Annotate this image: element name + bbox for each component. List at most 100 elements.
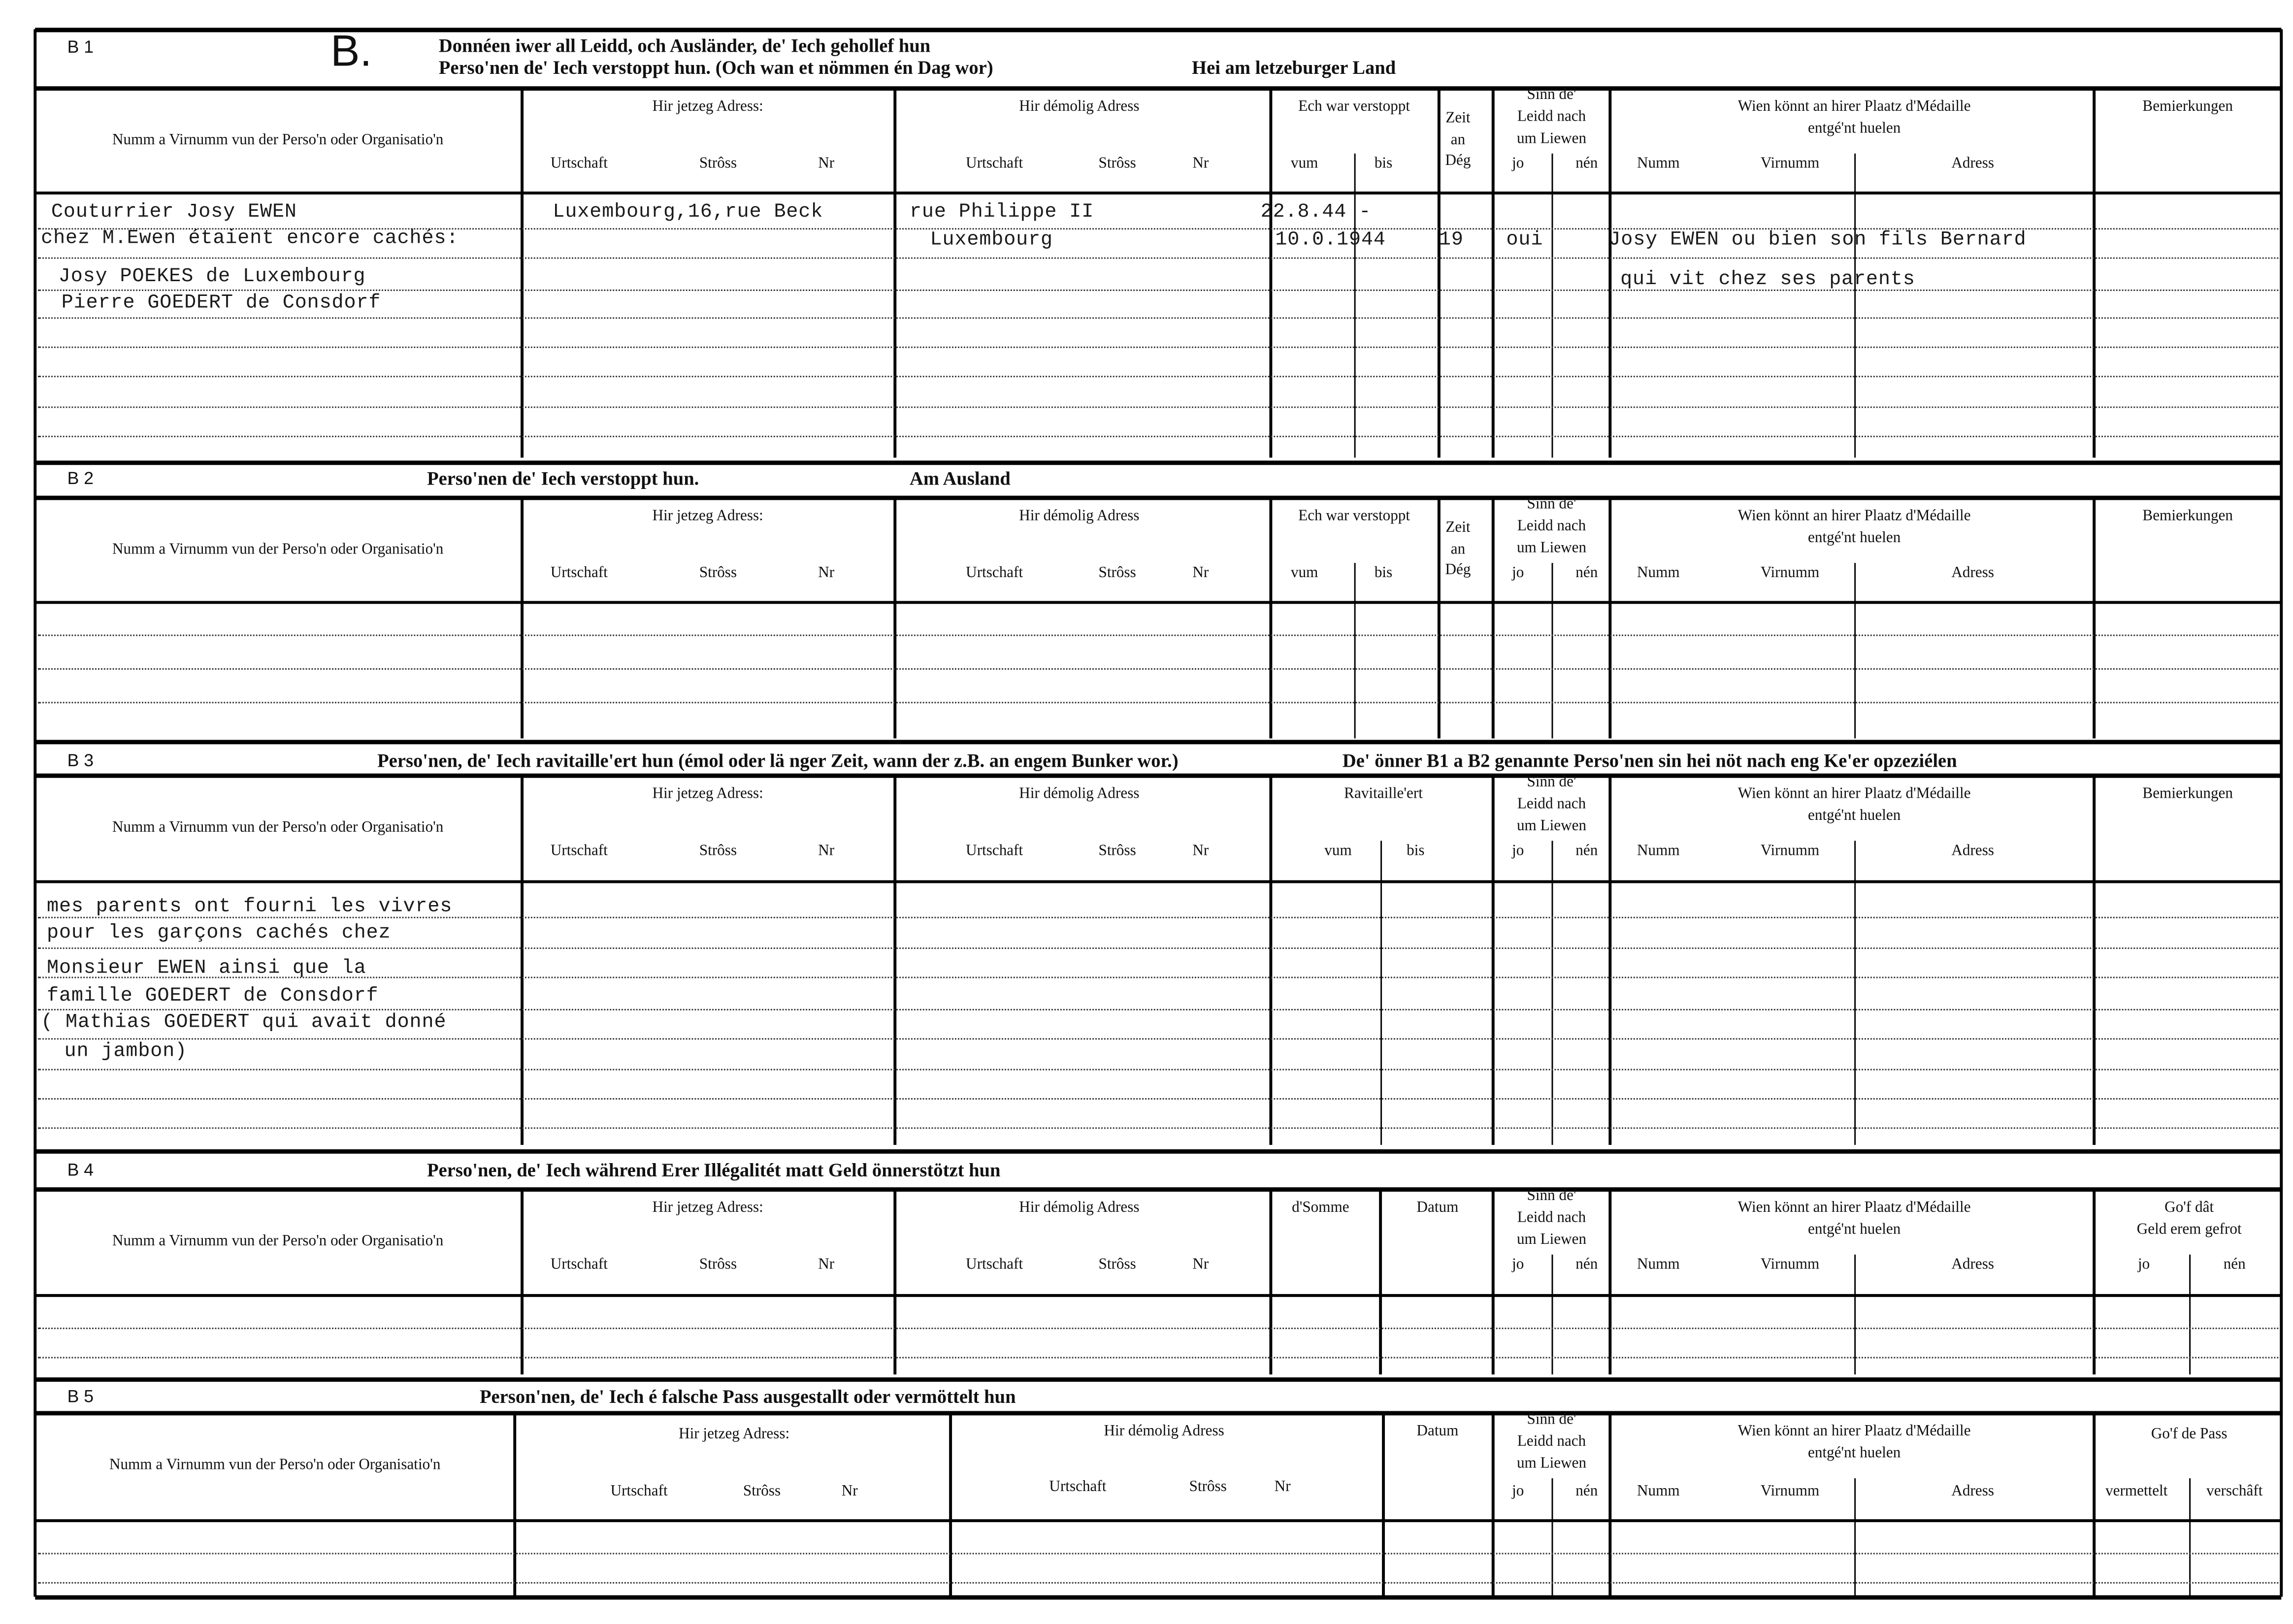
column-header-survived: nén <box>1575 565 1598 582</box>
column-divider <box>514 1412 516 1597</box>
typed-entry[interactable]: pour les garçons cachés chez <box>47 923 391 945</box>
column-header-former: Nr <box>1274 1479 1291 1495</box>
column-header-period: Ravitaille'ert <box>1344 786 1423 803</box>
column-header-days: Dég <box>1445 562 1471 579</box>
column-divider <box>1438 88 1441 458</box>
column-divider <box>521 1189 524 1375</box>
typed-entry[interactable]: oui <box>1506 229 1543 252</box>
column-header-cur: Urtschaft <box>550 156 608 172</box>
column-header-name: Numm a Virnumm vun der Perso'n oder Orga… <box>112 542 444 558</box>
column-header-medal: Numm <box>1637 565 1680 582</box>
column-divider <box>1609 775 1611 1145</box>
dotted-line <box>38 317 2279 319</box>
column-divider <box>521 88 524 458</box>
column-divider <box>1353 563 1355 739</box>
column-header-medal: Virnumm <box>1760 565 1820 582</box>
column-header-pass: vermettelt <box>2105 1484 2168 1500</box>
typed-entry[interactable]: Josy POEKES de Luxembourg <box>58 266 366 289</box>
dotted-line <box>38 976 2279 978</box>
column-header-former: Nr <box>1192 1257 1209 1273</box>
typed-entry[interactable]: Luxembourg <box>930 229 1053 252</box>
column-header-cur: Urtschaft <box>550 565 608 582</box>
column-header-medal: Wien könnt an hirer Plaatz d'Médaille <box>1737 1200 1971 1216</box>
section-title: Perso'nen de' Iech verstoppt hun. <box>427 467 699 489</box>
typed-entry[interactable]: Pierre GOEDERT de Consdorf <box>61 292 381 315</box>
column-header-former: Nr <box>1192 843 1209 860</box>
dotted-line <box>38 668 2279 670</box>
column-header-medal: Virnumm <box>1760 843 1820 860</box>
column-header-former: Hir démolig Adress <box>1019 786 1140 803</box>
column-header-medal: Virnumm <box>1760 1257 1820 1273</box>
rule-line <box>35 1594 2282 1599</box>
section-code: B 4 <box>67 1159 94 1180</box>
dotted-line <box>38 435 2279 437</box>
column-divider <box>1379 1189 1382 1375</box>
column-header-survived: Leidd nach <box>1517 519 1586 535</box>
column-header-medal: Wien könnt an hirer Plaatz d'Médaille <box>1737 99 1971 115</box>
column-header-survived: Sinn de' <box>1527 496 1576 513</box>
dotted-line <box>38 1098 2279 1100</box>
column-header-former: Urtschaft <box>1049 1479 1107 1495</box>
column-header-survived: nén <box>1575 156 1598 172</box>
column-header-survived: Sinn de' <box>1527 1188 1576 1205</box>
column-header-survived: Leidd nach <box>1517 1210 1586 1227</box>
section-title: Am Ausland <box>909 467 1011 489</box>
dotted-line <box>38 947 2279 949</box>
column-divider <box>1270 775 1272 1145</box>
dotted-line <box>38 289 2279 291</box>
typed-entry[interactable]: qui vit chez ses parents <box>1620 269 1915 292</box>
dotted-line <box>38 1038 2279 1040</box>
section-title: Person'nen, de' Iech é falsche Pass ausg… <box>479 1385 1016 1408</box>
column-header-former: Strôss <box>1189 1479 1227 1495</box>
typed-entry[interactable]: Josy EWEN ou bien son fils Bernard <box>1608 229 2027 252</box>
column-header-name: Numm a Virnumm vun der Perso'n oder Orga… <box>112 1234 444 1250</box>
column-header-cur: Urtschaft <box>550 1257 608 1273</box>
rule-line <box>35 1376 2282 1381</box>
column-header-remarks: Bemierkungen <box>2142 99 2233 115</box>
dotted-line <box>38 1127 2279 1129</box>
typed-entry[interactable]: Luxembourg,16,rue Beck <box>553 202 823 225</box>
typed-entry[interactable]: mes parents ont fourni les vivres <box>47 896 453 919</box>
column-header-gof: Go'f dât <box>2164 1200 2214 1216</box>
column-header-medal: entgé'nt huelen <box>1808 530 1901 547</box>
column-header-medal: Virnumm <box>1760 156 1820 172</box>
column-divider <box>1551 1478 1552 1597</box>
column-divider <box>1551 563 1552 739</box>
typed-entry[interactable]: famille GOEDERT de Consdorf <box>47 986 379 1008</box>
typed-entry[interactable]: chez M.Ewen étaient encore cachés: <box>41 228 459 251</box>
column-header-gof: Geld erem gefrot <box>2136 1222 2242 1238</box>
column-divider <box>1270 1189 1272 1375</box>
column-header-survived: um Liewen <box>1516 1456 1587 1472</box>
dotted-line <box>38 1553 2279 1555</box>
column-divider <box>1551 1254 1552 1375</box>
rule-line <box>35 495 2282 500</box>
column-header-survived: um Liewen <box>1516 540 1587 557</box>
column-header-cur: Hir jetzeg Adress: <box>652 786 763 803</box>
column-divider <box>894 1189 896 1375</box>
dotted-line <box>38 406 2279 408</box>
column-divider <box>1609 88 1611 458</box>
typed-entry[interactable]: rue Philippe II <box>909 202 1094 225</box>
column-header-days: Zeit <box>1445 110 1471 127</box>
column-divider <box>2093 775 2096 1145</box>
section-title: Donnéen iwer all Leidd, och Ausländer, d… <box>438 34 931 57</box>
column-divider <box>949 1412 952 1597</box>
typed-entry[interactable]: un jambon) <box>64 1041 188 1064</box>
typed-entry[interactable]: 19 <box>1439 229 1464 252</box>
typed-entry[interactable]: Monsieur EWEN ainsi que la <box>47 958 366 980</box>
column-divider <box>1853 1254 1855 1375</box>
rule-line <box>35 1294 2282 1298</box>
typed-entry[interactable]: ( Mathias GOEDERT qui avait donné <box>41 1012 447 1035</box>
column-header-survived: nén <box>1575 843 1598 860</box>
column-header-survived: um Liewen <box>1516 818 1587 835</box>
rule-line <box>35 773 2282 778</box>
column-divider <box>1382 1412 1385 1597</box>
column-header-medal: entgé'nt huelen <box>1808 121 1901 137</box>
typed-entry[interactable]: 22.8.44 - <box>1260 202 1372 225</box>
column-header-former: Hir démolig Adress <box>1019 99 1140 115</box>
typed-entry[interactable]: 10.0.1944 <box>1275 229 1386 252</box>
column-header-cur: Urtschaft <box>610 1484 668 1500</box>
column-divider <box>2188 1478 2190 1597</box>
typed-entry[interactable]: Couturrier Josy EWEN <box>51 202 297 225</box>
column-header-cur: Strôss <box>743 1484 781 1500</box>
